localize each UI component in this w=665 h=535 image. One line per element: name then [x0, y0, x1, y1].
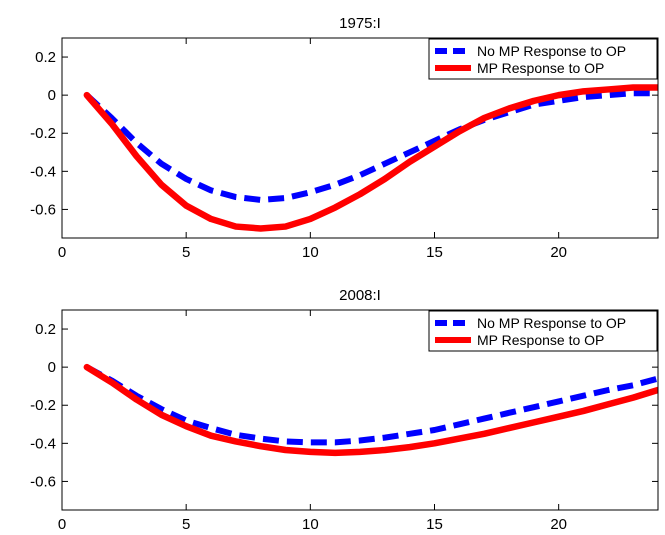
- x-tick-label: 0: [58, 516, 66, 533]
- chart-title: 1975:I: [339, 15, 381, 32]
- plot-frame: [61, 37, 659, 239]
- legend-label: No MP Response to OP: [477, 315, 626, 331]
- x-tick-label: 5: [182, 244, 190, 261]
- series-line-mp-response: [83, 363, 658, 457]
- y-tick-label: 0.2: [35, 49, 56, 66]
- legend-label: MP Response to OP: [477, 332, 604, 348]
- plot-frame: [61, 309, 659, 511]
- series-line-no-mp-response: [84, 90, 658, 203]
- y-tick-label: 0: [48, 87, 56, 104]
- legend-label: MP Response to OP: [477, 60, 604, 76]
- y-tick-label: -0.4: [30, 163, 56, 180]
- x-tick-label: 0: [58, 244, 66, 261]
- series-line-no-mp-response: [85, 364, 658, 446]
- chart-title: 2008:I: [339, 287, 381, 304]
- y-tick-label: -0.4: [30, 435, 56, 452]
- y-tick-label: 0.2: [35, 321, 56, 338]
- y-tick-label: 0: [48, 359, 56, 376]
- chart-panel-1: 1975:I 0 5 10 15 20 0.2 0 -0.2 -0.4 -0.6 No MP Resp…: [30, 15, 659, 261]
- chart-panel-2: 2008:I 0 5 10 15 20 0.2 0 -0.2 -0.4 -0.6 No MP Resp…: [30, 287, 659, 533]
- x-tick-label: 15: [426, 516, 443, 533]
- series-line-mp-response: [83, 84, 658, 232]
- y-tick-label: -0.2: [30, 397, 56, 414]
- x-tick-label: 20: [550, 516, 567, 533]
- legend-box: [428, 310, 658, 352]
- y-tick-label: -0.6: [30, 473, 56, 490]
- y-tick-label: -0.6: [30, 201, 56, 218]
- x-tick-label: 15: [426, 244, 443, 261]
- legend-label: No MP Response to OP: [477, 43, 626, 59]
- y-tick-label: -0.2: [30, 125, 56, 142]
- legend-box: [428, 38, 658, 80]
- x-tick-label: 5: [182, 516, 190, 533]
- x-tick-label: 10: [302, 244, 319, 261]
- x-tick-label: 10: [302, 516, 319, 533]
- x-tick-label: 20: [550, 244, 567, 261]
